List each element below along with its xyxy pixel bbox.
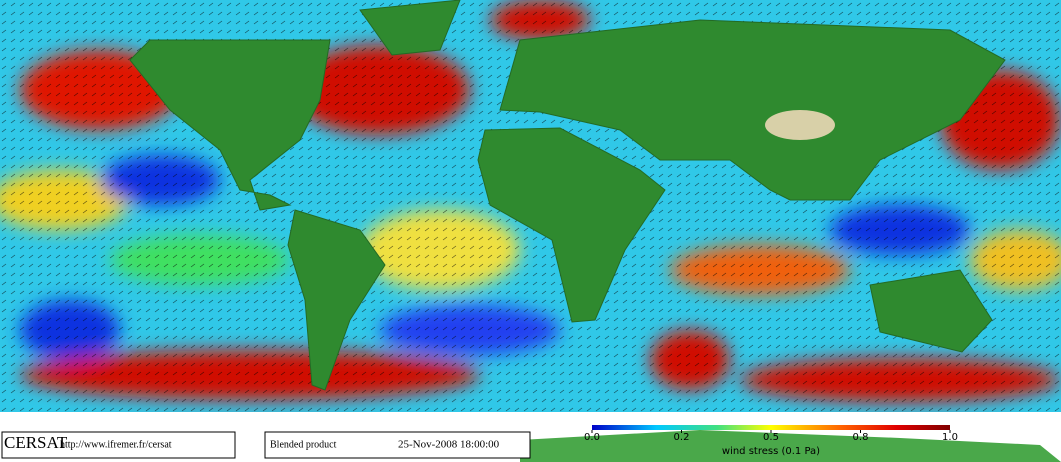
colorbar	[592, 425, 950, 430]
logo-box	[1, 431, 236, 459]
url: http://www.ifremer.fr/cersat	[60, 439, 172, 450]
logo: CERSAT	[4, 433, 68, 452]
product: Blended product	[270, 439, 337, 450]
colorbar-tick-label: 0.8	[853, 432, 869, 443]
colorbar-tick-label: 1.0	[942, 432, 958, 443]
colorbar-label: wind stress (0.1 Pa)	[722, 446, 820, 457]
colorbar-tick-label: 0.2	[674, 432, 690, 443]
colorbar-tick-label: 0.0	[584, 432, 600, 443]
info-box	[264, 431, 531, 459]
date: 25-Nov-2008 18:00:00	[398, 439, 500, 451]
colorbar-tick-label: 0.5	[763, 432, 779, 443]
plateau	[765, 110, 835, 140]
